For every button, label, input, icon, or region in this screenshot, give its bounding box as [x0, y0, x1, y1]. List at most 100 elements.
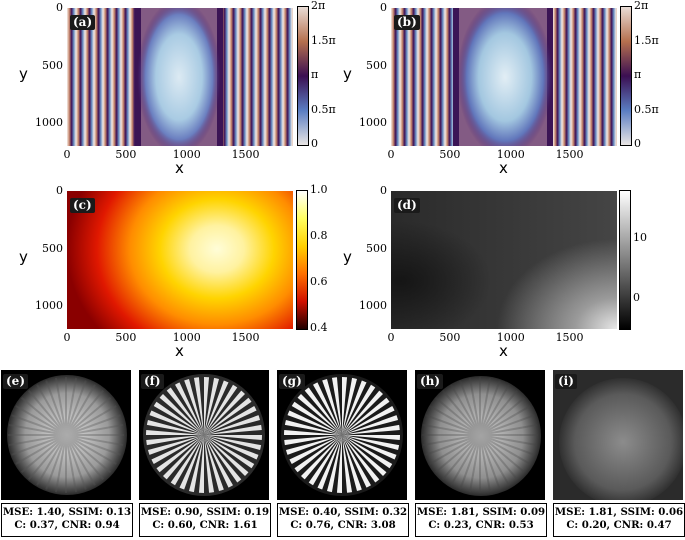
x-tick-label: 1000 — [496, 148, 525, 161]
star-spoke — [425, 414, 481, 436]
star-spoke — [65, 414, 121, 436]
star-spoke — [425, 434, 481, 456]
star-spoke — [342, 435, 397, 460]
star-spoke — [162, 435, 204, 480]
star-spoke — [284, 435, 342, 446]
star-spoke — [65, 434, 105, 481]
metric-line2-i: C: 0.20, CNR: 0.47 — [566, 519, 672, 531]
star-spoke — [65, 405, 117, 436]
star-spoke — [342, 415, 399, 435]
panel-tag-i: (i) — [555, 374, 577, 389]
x-axis-label: x — [175, 159, 184, 177]
star-spoke — [170, 435, 204, 486]
y-tick-label: 0 — [56, 184, 63, 197]
metric-line1-f: MSE: 0.90, SSIM: 0.19 — [140, 506, 270, 518]
star-spoke — [479, 434, 492, 493]
panel-tag-f: (f) — [141, 374, 164, 389]
star-spoke — [65, 434, 87, 490]
x-tick-label: 0 — [63, 331, 71, 344]
colorbar-tick-label: 0.8 — [310, 228, 328, 242]
star-spoke — [342, 435, 362, 492]
x-tick-label: 1000 — [172, 148, 201, 161]
x-tick-label: 500 — [115, 148, 137, 161]
star-spoke — [450, 434, 481, 486]
amp-colorbar-c — [296, 190, 308, 330]
star-spoke — [342, 435, 400, 451]
star-spoke — [204, 435, 242, 483]
star-spoke — [65, 389, 105, 436]
star-spoke — [204, 384, 238, 435]
y-tick-label: 500 — [42, 58, 63, 72]
metric-line1-e: MSE: 1.40, SSIM: 0.13 — [2, 506, 132, 518]
star-spoke — [422, 423, 481, 436]
star-spoke — [479, 380, 501, 436]
phase-map-a: (a) — [67, 8, 293, 146]
x-tick-label: 500 — [439, 148, 461, 161]
y-axis-label: y — [343, 65, 352, 83]
y-tick-label: 500 — [366, 58, 387, 72]
star-spoke — [65, 434, 96, 486]
star-spoke — [287, 410, 342, 435]
star-spoke — [204, 435, 233, 488]
metric-line1-g: MSE: 0.40, SSIM: 0.32 — [278, 506, 408, 518]
star-spoke — [153, 401, 204, 435]
star-spoke — [336, 435, 342, 493]
star-spoke — [479, 434, 538, 447]
star-spoke — [20, 396, 67, 436]
star-spoke — [15, 405, 67, 436]
star-spoke — [20, 434, 67, 474]
star-spoke — [342, 435, 400, 441]
star-spoke — [479, 414, 535, 436]
star-spoke — [65, 377, 78, 436]
x-axis-label: x — [499, 342, 508, 360]
star-spoke — [193, 377, 204, 435]
star-spoke — [27, 389, 67, 436]
star-spoke — [289, 435, 342, 464]
x-tick-label: 0 — [387, 331, 395, 344]
star-spoke — [342, 390, 384, 435]
star-spoke — [65, 384, 96, 436]
panel-tag-d: (d) — [394, 198, 420, 213]
star-spoke — [146, 429, 204, 435]
star-spoke — [317, 435, 342, 490]
star-spoke — [429, 434, 481, 465]
star-spoke — [204, 415, 261, 435]
star-spoke — [479, 434, 535, 456]
star-spoke — [291, 401, 342, 435]
star-spoke — [459, 434, 481, 490]
colorbar-tick-label: 0.5π — [634, 102, 659, 116]
star-spoke — [65, 434, 124, 447]
star-spoke — [65, 396, 112, 436]
star-spoke — [146, 419, 204, 435]
star-spoke — [65, 380, 87, 436]
star-spoke — [65, 434, 121, 456]
star-spoke — [11, 434, 67, 456]
star-spoke — [204, 435, 255, 469]
star-spoke — [179, 435, 204, 490]
star-spoke — [284, 419, 342, 435]
star-spoke — [204, 435, 215, 493]
star-spoke — [156, 435, 204, 473]
recon-image-h: (h) — [415, 370, 545, 500]
y-tick-label: 0 — [380, 1, 387, 14]
x-tick-label: 1000 — [172, 331, 201, 344]
star-spoke — [441, 434, 481, 481]
star-spoke — [36, 434, 67, 486]
colorbar-tick-label: 2π — [634, 0, 649, 12]
star-spoke — [297, 393, 342, 435]
star-spoke — [204, 377, 220, 435]
x-tick-label: 1500 — [555, 331, 584, 344]
star-spoke — [15, 434, 67, 465]
star-spoke — [342, 380, 367, 435]
star-spoke — [468, 377, 481, 436]
star-spoke — [342, 435, 371, 488]
metric-box-h: MSE: 1.81, SSIM: 0.09 C: 0.23, CNR: 0.53 — [415, 503, 547, 537]
star-spoke — [304, 387, 342, 435]
x-tick-label: 0 — [387, 148, 395, 161]
star-spoke — [204, 435, 262, 451]
star-spoke — [479, 423, 538, 436]
metric-box-i: MSE: 1.81, SSIM: 0.06 C: 0.20, CNR: 0.47 — [553, 503, 685, 537]
gray-colorbar-d — [619, 190, 631, 330]
y-tick-label: 1000 — [35, 299, 63, 312]
star-spoke — [8, 423, 67, 436]
